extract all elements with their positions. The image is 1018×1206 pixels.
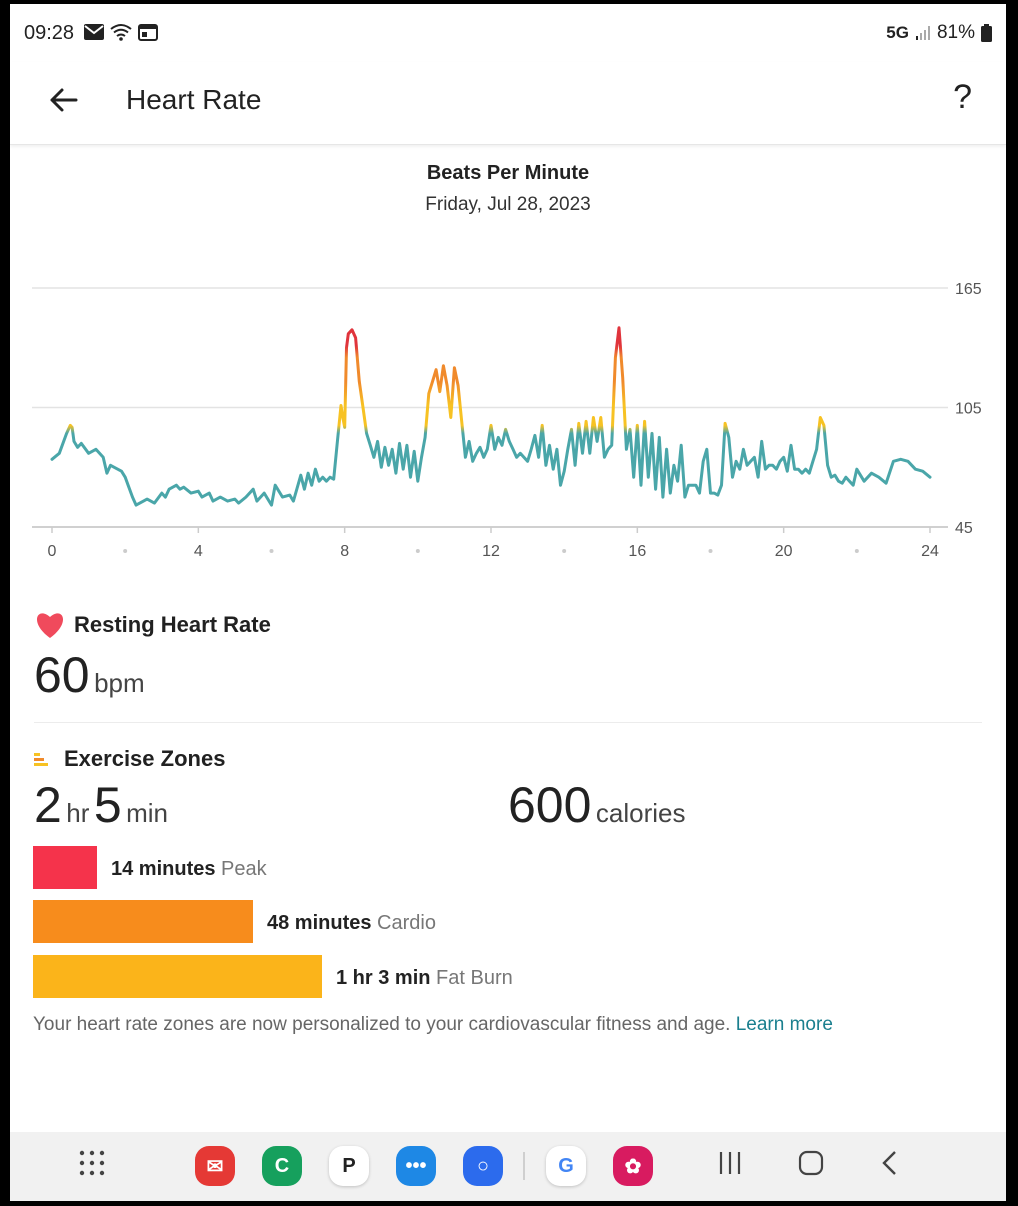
nav-back-icon[interactable] xyxy=(880,1150,898,1176)
x-minor-dot xyxy=(415,549,420,553)
x-tick-label: 4 xyxy=(194,543,203,560)
zones-info-note: Your heart rate zones are now personaliz… xyxy=(33,1014,833,1036)
mail-icon xyxy=(84,24,104,40)
home-icon[interactable] xyxy=(798,1150,824,1176)
dock-divider xyxy=(523,1152,525,1180)
exercise-calories: 600 calories xyxy=(508,776,685,834)
phone-app-icon[interactable]: C xyxy=(262,1146,302,1186)
resting-heart-rate-header: Resting Heart Rate xyxy=(34,610,271,640)
app-screen: 09:28 5G 81% Heart Rate ? Beats Per Minu… xyxy=(10,4,1006,1201)
signal-icon xyxy=(915,26,930,40)
duration-minutes: 5 xyxy=(93,777,122,833)
x-minor-dot xyxy=(123,549,128,553)
heart-rate-line xyxy=(50,326,932,507)
y-tick-label: 165 xyxy=(955,281,982,298)
wifi-icon xyxy=(110,24,132,41)
zone-label-peak: 14 minutes Peak xyxy=(111,858,267,880)
gmail-app-icon[interactable]: ✉ xyxy=(195,1146,235,1186)
y-tick-label: 105 xyxy=(955,401,982,418)
app-bar: Heart Rate ? xyxy=(10,62,1006,145)
zone-bar-fat-burn xyxy=(33,955,322,998)
resting-heart-rate-label: Resting Heart Rate xyxy=(74,612,271,637)
taskbar: ✉ C P ••• ○ G ✿ xyxy=(10,1132,1006,1201)
zones-icon xyxy=(34,753,48,766)
x-tick-label: 12 xyxy=(482,543,500,560)
zones-info-text: Your heart rate zones are now personaliz… xyxy=(33,1014,731,1035)
resting-bpm-unit: bpm xyxy=(94,668,145,698)
back-arrow-icon[interactable] xyxy=(46,82,82,118)
x-tick-label: 16 xyxy=(628,543,646,560)
gallery-app-icon[interactable]: ✿ xyxy=(613,1146,653,1186)
battery-icon xyxy=(981,24,992,42)
x-tick-label: 8 xyxy=(340,543,349,560)
duration-hours-unit: hr xyxy=(66,798,90,828)
duration-hours: 2 xyxy=(34,777,62,833)
x-minor-dot xyxy=(269,549,274,553)
chart-title: Beats Per Minute xyxy=(426,162,590,184)
y-tick-label: 45 xyxy=(955,520,973,537)
status-bar: 09:28 5G 81% xyxy=(10,4,1006,62)
battery-percent: 81% xyxy=(936,22,975,43)
calories-unit: calories xyxy=(595,798,686,828)
page-title: Heart Rate xyxy=(126,84,262,115)
network-label: 5G xyxy=(886,23,909,42)
duration-minutes-unit: min xyxy=(126,798,169,828)
chart-date: Friday, Jul 28, 2023 xyxy=(425,194,591,215)
zone-bar-cardio xyxy=(33,900,253,943)
exercise-duration: 2 hr 5 min xyxy=(34,776,168,834)
google-app-icon[interactable]: G xyxy=(546,1146,586,1186)
x-minor-dot xyxy=(562,549,567,553)
x-minor-dot xyxy=(708,549,713,553)
recents-icon[interactable] xyxy=(718,1150,742,1176)
heart-icon xyxy=(36,613,64,638)
resting-bpm-number: 60 xyxy=(34,647,90,703)
signal-app-icon[interactable]: ○ xyxy=(463,1146,503,1186)
exercise-zones-label: Exercise Zones xyxy=(64,746,226,771)
x-tick-label: 20 xyxy=(775,543,793,560)
x-minor-dot xyxy=(854,549,859,553)
x-tick-label: 24 xyxy=(921,543,939,560)
zone-label-fat-burn: 1 hr 3 min Fat Burn xyxy=(336,967,513,989)
learn-more-link[interactable]: Learn more xyxy=(735,1014,833,1035)
section-divider xyxy=(34,722,982,723)
heart-rate-chart[interactable]: 45 105 165 0 4 8 12 16 20 24 xyxy=(10,274,1006,574)
resting-heart-rate-value: 60 bpm xyxy=(34,646,145,704)
status-time: 09:28 xyxy=(24,22,75,44)
zone-label-cardio: 48 minutes Cardio xyxy=(267,912,436,934)
help-button[interactable]: ? xyxy=(953,78,972,116)
messages-app-icon[interactable]: ••• xyxy=(396,1146,436,1186)
x-tick-label: 0 xyxy=(48,543,57,560)
exercise-zones-header: Exercise Zones xyxy=(34,746,225,772)
p-app-icon[interactable]: P xyxy=(329,1146,369,1186)
calories-number: 600 xyxy=(508,777,592,833)
calendar-icon xyxy=(138,24,158,41)
app-drawer-icon[interactable] xyxy=(79,1150,105,1176)
zone-bar-peak xyxy=(33,846,97,889)
